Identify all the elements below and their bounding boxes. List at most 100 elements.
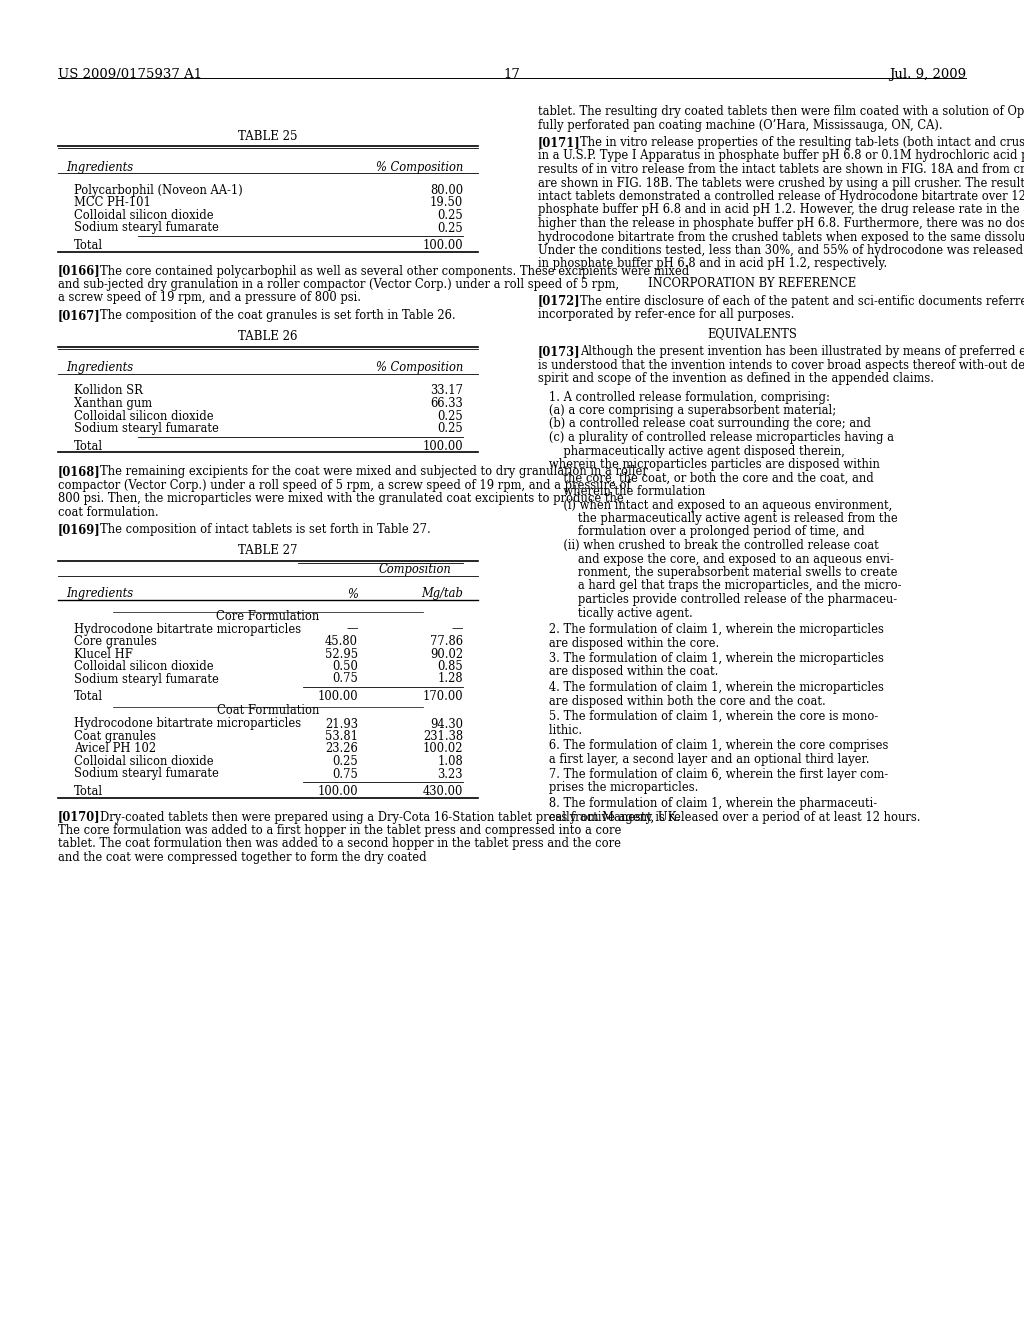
Text: and the coat were compressed together to form the dry coated: and the coat were compressed together to… — [58, 851, 427, 865]
Text: 0.75: 0.75 — [332, 767, 358, 780]
Text: cally active agent is released over a period of at least 12 hours.: cally active agent is released over a pe… — [538, 810, 921, 824]
Text: The core formulation was added to a first hopper in the tablet press and compres: The core formulation was added to a firs… — [58, 824, 622, 837]
Text: (a) a core comprising a superabsorbent material;: (a) a core comprising a superabsorbent m… — [538, 404, 837, 417]
Text: Coat granules: Coat granules — [74, 730, 156, 743]
Text: Colloidal silicon dioxide: Colloidal silicon dioxide — [74, 660, 214, 673]
Text: prises the microparticles.: prises the microparticles. — [538, 781, 698, 795]
Text: Hydrocodone bitartrate microparticles: Hydrocodone bitartrate microparticles — [74, 623, 301, 635]
Text: 19.50: 19.50 — [430, 197, 463, 210]
Text: phosphate buffer pH 6.8 and in acid pH 1.2. However, the drug release rate in th: phosphate buffer pH 6.8 and in acid pH 1… — [538, 203, 1024, 216]
Text: 100.00: 100.00 — [422, 239, 463, 252]
Text: 52.95: 52.95 — [325, 648, 358, 660]
Text: wherein the formulation: wherein the formulation — [538, 484, 706, 498]
Text: 94.30: 94.30 — [430, 718, 463, 730]
Text: 170.00: 170.00 — [422, 690, 463, 704]
Text: a hard gel that traps the microparticles, and the micro-: a hard gel that traps the microparticles… — [538, 579, 901, 593]
Text: —: — — [346, 623, 358, 635]
Text: Sodium stearyl fumarate: Sodium stearyl fumarate — [74, 222, 219, 235]
Text: tablet. The coat formulation then was added to a second hopper in the tablet pre: tablet. The coat formulation then was ad… — [58, 837, 621, 850]
Text: 0.25: 0.25 — [437, 222, 463, 235]
Text: (b) a controlled release coat surrounding the core; and: (b) a controlled release coat surroundin… — [538, 417, 871, 430]
Text: 800 psi. Then, the microparticles were mixed with the granulated coat excipients: 800 psi. Then, the microparticles were m… — [58, 492, 624, 506]
Text: Avicel PH 102: Avicel PH 102 — [74, 742, 156, 755]
Text: %: % — [347, 587, 358, 601]
Text: Colloidal silicon dioxide: Colloidal silicon dioxide — [74, 755, 214, 768]
Text: Colloidal silicon dioxide: Colloidal silicon dioxide — [74, 209, 214, 222]
Text: 8. The formulation of claim 1, wherein the pharmaceuti-: 8. The formulation of claim 1, wherein t… — [538, 797, 878, 810]
Text: compactor (Vector Corp.) under a roll speed of 5 rpm, a screw speed of 19 rpm, a: compactor (Vector Corp.) under a roll sp… — [58, 479, 631, 491]
Text: pharmaceutically active agent disposed therein,: pharmaceutically active agent disposed t… — [538, 445, 845, 458]
Text: 3.23: 3.23 — [437, 767, 463, 780]
Text: Colloidal silicon dioxide: Colloidal silicon dioxide — [74, 409, 214, 422]
Text: particles provide controlled release of the pharmaceu-: particles provide controlled release of … — [538, 593, 897, 606]
Text: higher than the release in phosphate buffer pH 6.8. Furthermore, there was no do: higher than the release in phosphate buf… — [538, 216, 1024, 230]
Text: MCC PH-101: MCC PH-101 — [74, 197, 151, 210]
Text: 430.00: 430.00 — [423, 785, 463, 799]
Text: Composition: Composition — [379, 562, 452, 576]
Text: [0170]: [0170] — [58, 810, 100, 824]
Text: Xanthan gum: Xanthan gum — [74, 397, 153, 411]
Text: hydrocodone bitartrate from the crushed tablets when exposed to the same dissolu: hydrocodone bitartrate from the crushed … — [538, 231, 1024, 243]
Text: 6. The formulation of claim 1, wherein the core comprises: 6. The formulation of claim 1, wherein t… — [538, 739, 889, 752]
Text: 21.93: 21.93 — [325, 718, 358, 730]
Text: 1.08: 1.08 — [437, 755, 463, 768]
Text: The composition of intact tablets is set forth in Table 27.: The composition of intact tablets is set… — [100, 523, 431, 536]
Text: (i) when intact and exposed to an aqueous environment,: (i) when intact and exposed to an aqueou… — [538, 499, 892, 511]
Text: EQUIVALENTS: EQUIVALENTS — [707, 327, 797, 341]
Text: Although the present invention has been illustrated by means of preferred embodi: Although the present invention has been … — [580, 345, 1024, 358]
Text: and sub-jected dry granulation in a roller compactor (Vector Corp.) under a roll: and sub-jected dry granulation in a roll… — [58, 279, 620, 290]
Text: 33.17: 33.17 — [430, 384, 463, 397]
Text: [0168]: [0168] — [58, 465, 100, 478]
Text: 4. The formulation of claim 1, wherein the microparticles: 4. The formulation of claim 1, wherein t… — [538, 681, 884, 694]
Text: 66.33: 66.33 — [430, 397, 463, 411]
Text: 100.02: 100.02 — [423, 742, 463, 755]
Text: Sodium stearyl fumarate: Sodium stearyl fumarate — [74, 672, 219, 685]
Text: a first layer, a second layer and an optional third layer.: a first layer, a second layer and an opt… — [538, 752, 869, 766]
Text: formulation over a prolonged period of time, and: formulation over a prolonged period of t… — [538, 525, 864, 539]
Text: [0173]: [0173] — [538, 345, 581, 358]
Text: Jul. 9, 2009: Jul. 9, 2009 — [889, 69, 966, 81]
Text: 80.00: 80.00 — [430, 183, 463, 197]
Text: [0166]: [0166] — [58, 264, 100, 277]
Text: The core contained polycarbophil as well as several other components. These exci: The core contained polycarbophil as well… — [100, 264, 689, 277]
Text: The composition of the coat granules is set forth in Table 26.: The composition of the coat granules is … — [100, 309, 456, 322]
Text: fully perforated pan coating machine (O’Hara, Mississauga, ON, CA).: fully perforated pan coating machine (O’… — [538, 119, 943, 132]
Text: 23.26: 23.26 — [326, 742, 358, 755]
Text: (c) a plurality of controlled release microparticles having a: (c) a plurality of controlled release mi… — [538, 432, 894, 444]
Text: 90.02: 90.02 — [430, 648, 463, 660]
Text: 100.00: 100.00 — [317, 690, 358, 704]
Text: 0.25: 0.25 — [437, 209, 463, 222]
Text: 5. The formulation of claim 1, wherein the core is mono-: 5. The formulation of claim 1, wherein t… — [538, 710, 879, 723]
Text: Total: Total — [74, 239, 103, 252]
Text: (ii) when crushed to break the controlled release coat: (ii) when crushed to break the controlle… — [538, 539, 879, 552]
Text: 0.25: 0.25 — [437, 409, 463, 422]
Text: 1. A controlled release formulation, comprising:: 1. A controlled release formulation, com… — [538, 391, 829, 404]
Text: 1.28: 1.28 — [437, 672, 463, 685]
Text: The remaining excipients for the coat were mixed and subjected to dry granulatio: The remaining excipients for the coat we… — [100, 465, 648, 478]
Text: % Composition: % Composition — [376, 161, 463, 174]
Text: % Composition: % Composition — [376, 362, 463, 375]
Text: 17: 17 — [504, 69, 520, 81]
Text: 231.38: 231.38 — [423, 730, 463, 743]
Text: [0171]: [0171] — [538, 136, 581, 149]
Text: lithic.: lithic. — [538, 723, 582, 737]
Text: [0169]: [0169] — [58, 523, 100, 536]
Text: intact tablets demonstrated a controlled release of Hydrocodone bitartrate over : intact tablets demonstrated a controlled… — [538, 190, 1024, 203]
Text: the core, the coat, or both the core and the coat, and: the core, the coat, or both the core and… — [538, 471, 873, 484]
Text: TABLE 27: TABLE 27 — [239, 544, 298, 557]
Text: Ingredients: Ingredients — [66, 362, 133, 375]
Text: The entire disclosure of each of the patent and sci-entific documents referred t: The entire disclosure of each of the pat… — [580, 294, 1024, 308]
Text: Total: Total — [74, 690, 103, 704]
Text: Mg/tab: Mg/tab — [421, 587, 463, 601]
Text: Sodium stearyl fumarate: Sodium stearyl fumarate — [74, 422, 219, 436]
Text: 100.00: 100.00 — [422, 440, 463, 453]
Text: Ingredients: Ingredients — [66, 587, 133, 601]
Text: 0.25: 0.25 — [332, 755, 358, 768]
Text: 0.50: 0.50 — [332, 660, 358, 673]
Text: ronment, the superabsorbent material swells to create: ronment, the superabsorbent material swe… — [538, 566, 897, 579]
Text: [0172]: [0172] — [538, 294, 581, 308]
Text: US 2009/0175937 A1: US 2009/0175937 A1 — [58, 69, 202, 81]
Text: Dry-coated tablets then were prepared using a Dry-Cota 16-Station tablet press f: Dry-coated tablets then were prepared us… — [100, 810, 680, 824]
Text: 100.00: 100.00 — [317, 785, 358, 799]
Text: spirit and scope of the invention as defined in the appended claims.: spirit and scope of the invention as def… — [538, 372, 934, 385]
